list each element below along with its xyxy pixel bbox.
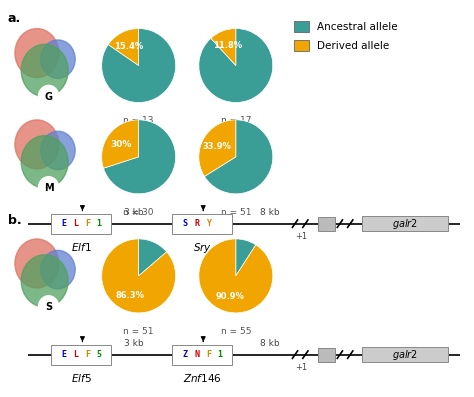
Circle shape [41, 40, 75, 78]
Text: n = 51: n = 51 [220, 208, 251, 217]
Text: 5: 5 [97, 350, 102, 359]
Text: G: G [45, 92, 53, 102]
Circle shape [21, 136, 68, 188]
Circle shape [21, 44, 68, 97]
Text: 8 kb: 8 kb [260, 208, 280, 217]
Wedge shape [102, 120, 139, 168]
Wedge shape [204, 120, 273, 194]
Circle shape [41, 131, 75, 170]
Text: 1: 1 [97, 219, 102, 228]
FancyBboxPatch shape [172, 345, 232, 365]
Text: n = 30: n = 30 [123, 208, 154, 217]
Text: 3 kb: 3 kb [124, 208, 144, 217]
Text: L: L [73, 219, 78, 228]
Circle shape [41, 251, 75, 289]
Text: R: R [194, 219, 199, 228]
Text: 30%: 30% [110, 140, 132, 149]
Text: M: M [44, 183, 54, 193]
Wedge shape [102, 239, 175, 313]
FancyBboxPatch shape [51, 345, 111, 365]
Wedge shape [211, 29, 236, 66]
Text: 33.9%: 33.9% [202, 142, 231, 151]
Wedge shape [108, 29, 138, 66]
FancyBboxPatch shape [362, 216, 448, 231]
Text: 11.8%: 11.8% [213, 41, 243, 50]
Text: 8 kb: 8 kb [260, 339, 280, 348]
Text: S: S [182, 219, 188, 228]
Text: Y: Y [206, 219, 211, 228]
Text: $\it{galr2}$: $\it{galr2}$ [392, 348, 418, 362]
Text: b.: b. [8, 214, 21, 227]
Wedge shape [199, 29, 273, 102]
Text: 90.9%: 90.9% [215, 292, 244, 301]
Wedge shape [103, 120, 175, 194]
Wedge shape [102, 29, 175, 102]
Text: N: N [194, 350, 199, 359]
Text: $\it{Znf146}$: $\it{Znf146}$ [182, 372, 221, 384]
Circle shape [38, 85, 59, 108]
Text: $\it{Elf1}$: $\it{Elf1}$ [71, 241, 91, 252]
Circle shape [21, 255, 68, 307]
Text: E: E [62, 219, 67, 228]
Text: F: F [85, 350, 90, 359]
Circle shape [38, 177, 59, 199]
FancyBboxPatch shape [172, 214, 232, 234]
Text: F: F [206, 350, 211, 359]
Wedge shape [236, 239, 256, 276]
Wedge shape [199, 120, 236, 176]
Text: 86.3%: 86.3% [115, 291, 144, 300]
Text: +1: +1 [295, 232, 307, 241]
Text: n = 13: n = 13 [123, 116, 154, 125]
Legend: Ancestral allele, Derived allele: Ancestral allele, Derived allele [294, 21, 398, 51]
Text: $\it{Elf5}$: $\it{Elf5}$ [71, 372, 91, 384]
Text: Z: Z [182, 350, 188, 359]
Text: E: E [62, 350, 67, 359]
Text: n = 51: n = 51 [123, 327, 154, 336]
FancyBboxPatch shape [318, 217, 335, 231]
Text: 3 kb: 3 kb [124, 339, 144, 348]
Wedge shape [138, 239, 167, 276]
FancyBboxPatch shape [318, 348, 335, 362]
Text: n = 55: n = 55 [220, 327, 251, 336]
Circle shape [38, 296, 59, 318]
Text: L: L [73, 350, 78, 359]
Text: S: S [45, 302, 52, 312]
Text: F: F [85, 219, 90, 228]
FancyBboxPatch shape [362, 347, 448, 362]
Text: a.: a. [8, 12, 21, 25]
Circle shape [15, 239, 59, 288]
Text: +1: +1 [295, 363, 307, 372]
Wedge shape [199, 239, 273, 313]
Text: 1: 1 [218, 350, 222, 359]
Text: $\it{Sry}$: $\it{Sry}$ [192, 241, 211, 254]
Text: $\it{galr2}$: $\it{galr2}$ [392, 217, 418, 231]
FancyBboxPatch shape [51, 214, 111, 234]
Circle shape [15, 120, 59, 169]
Text: n = 17: n = 17 [220, 116, 251, 125]
Text: 15.4%: 15.4% [114, 42, 143, 51]
Circle shape [15, 29, 59, 77]
